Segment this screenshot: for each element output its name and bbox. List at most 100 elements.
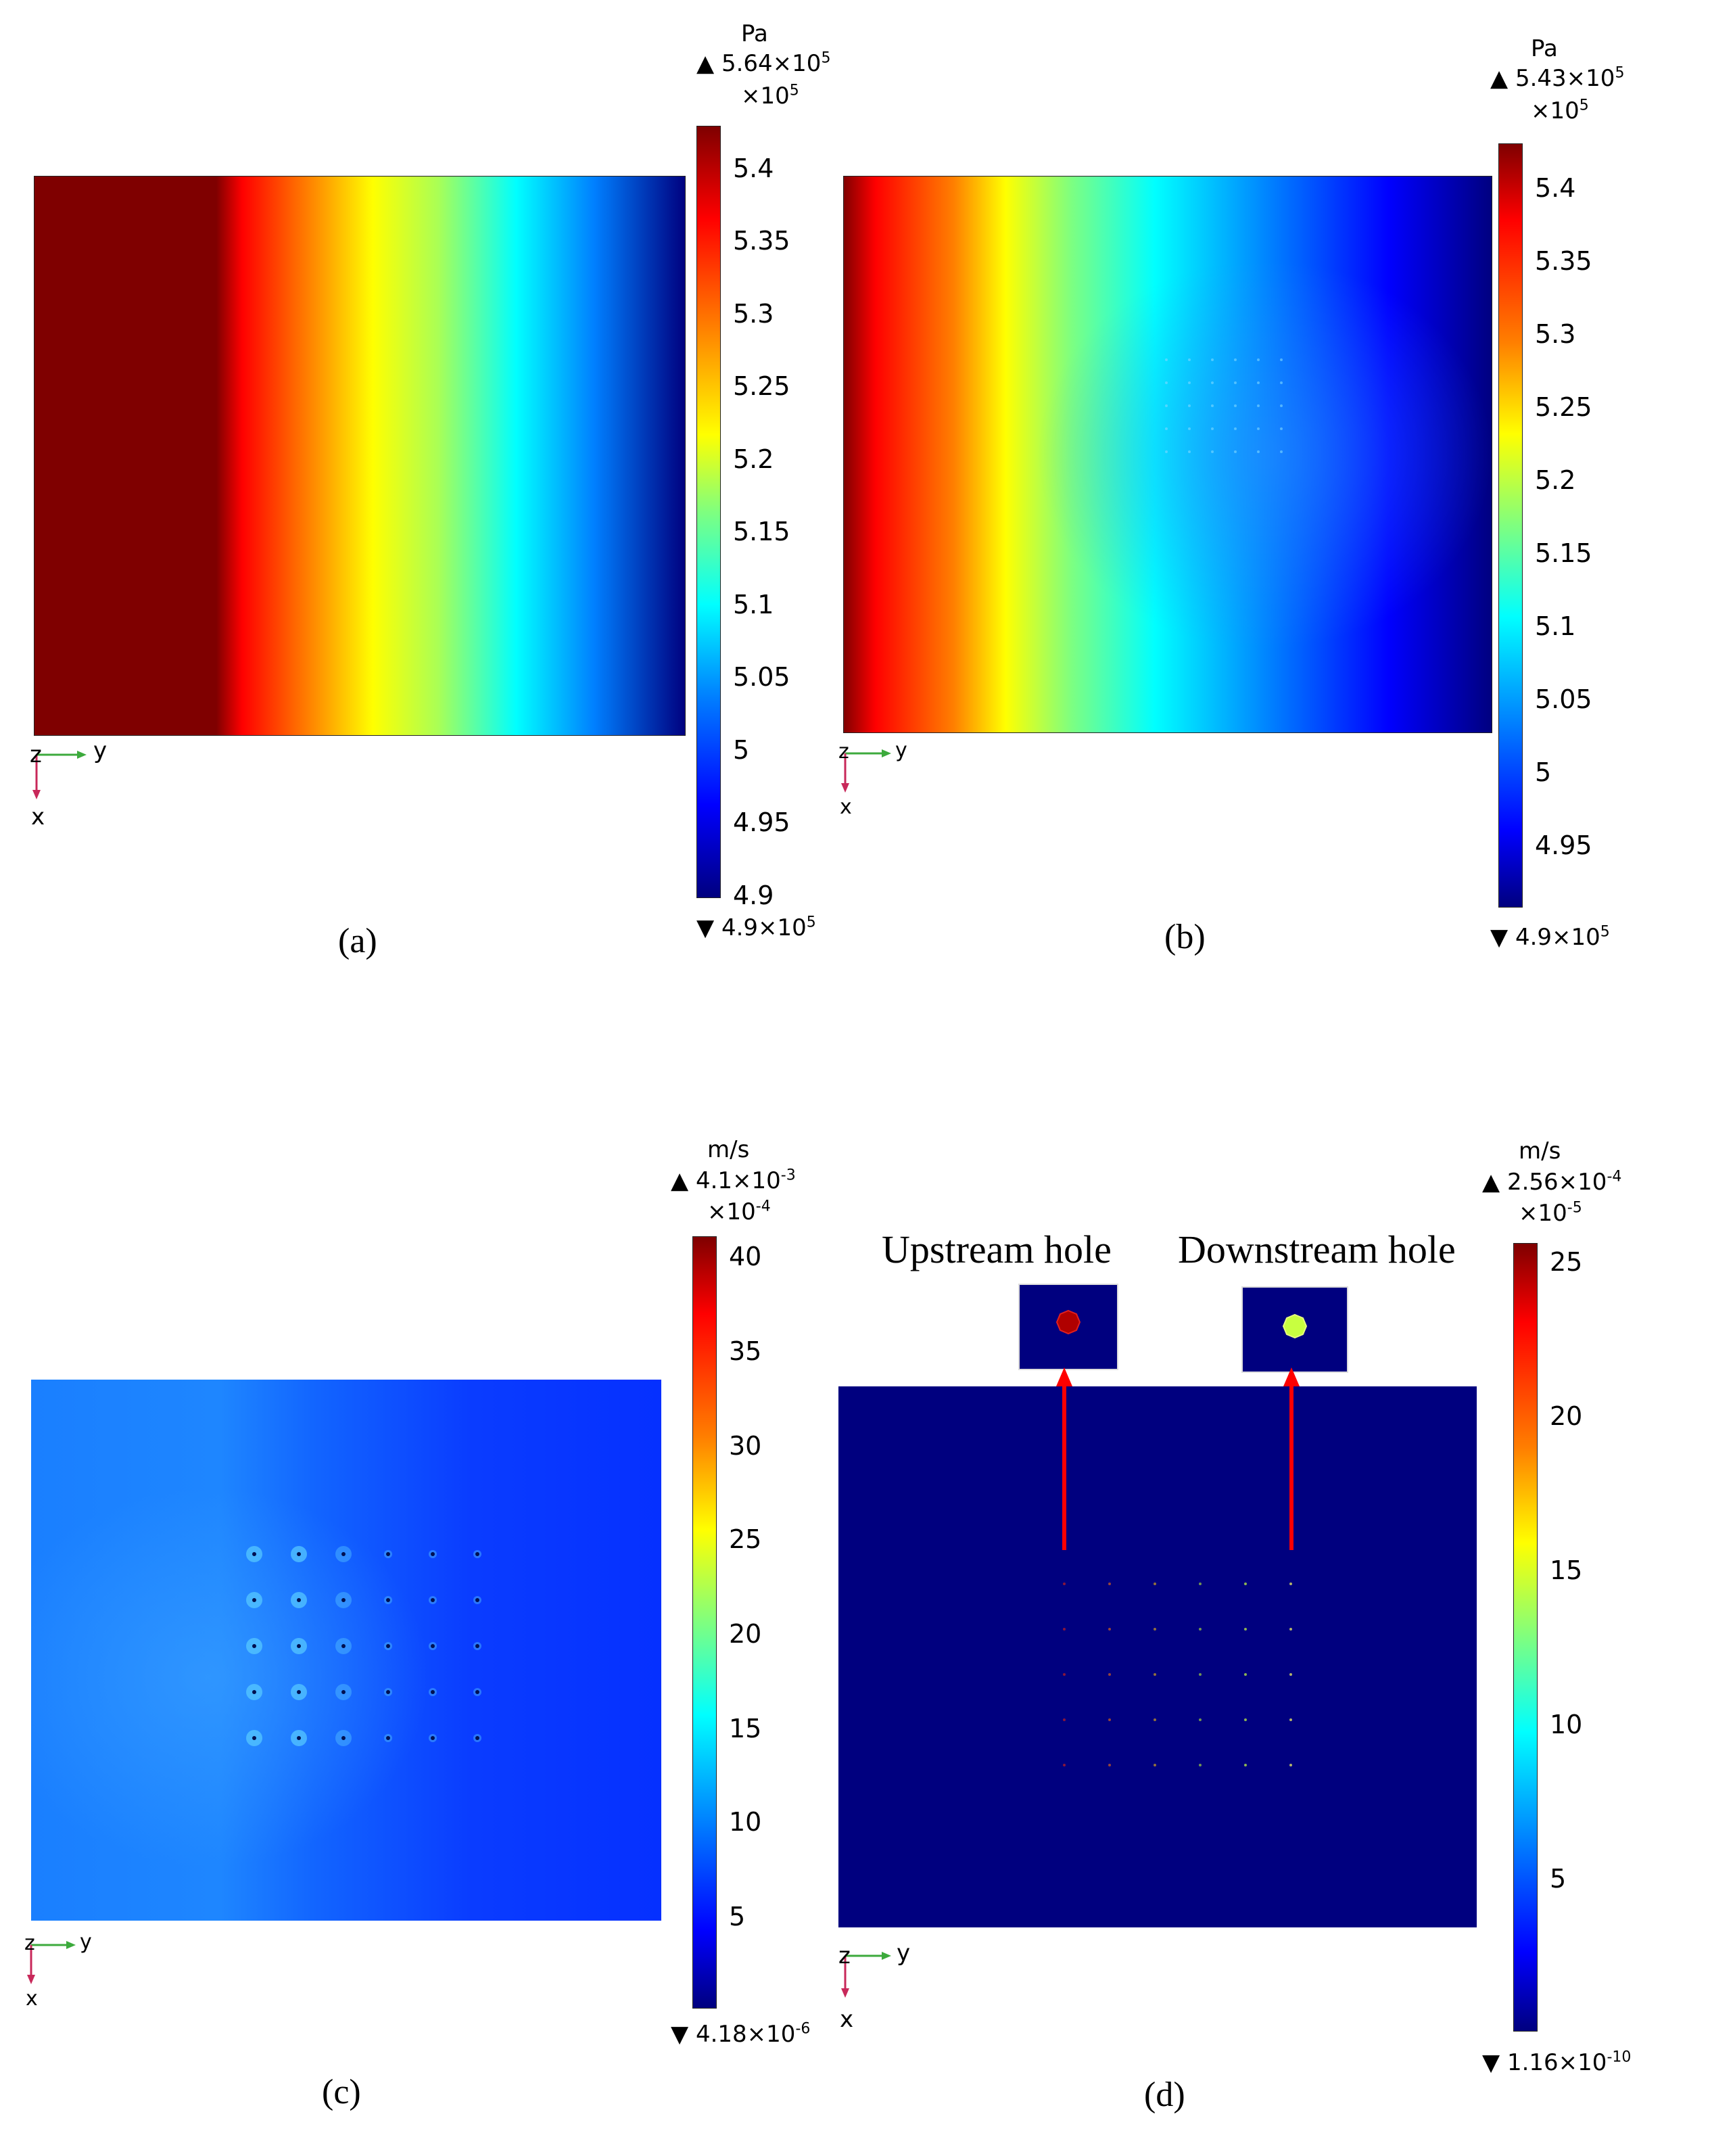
colorbar-min: ▼ 1.16×10-10 <box>1482 2048 1632 2076</box>
pressure-field-a-svg <box>34 176 686 736</box>
pressure-field-plot-a <box>34 176 686 736</box>
hole-marker <box>1257 358 1260 361</box>
colorbar-max: ▲ 5.64×105 <box>696 49 831 77</box>
axis-y-label: y <box>80 1930 92 1954</box>
arrow-up-icon <box>1283 1367 1300 1386</box>
hole-marker <box>1165 381 1168 384</box>
hole-marker <box>1165 358 1168 361</box>
hole-marker <box>1154 1718 1156 1721</box>
hole-marker <box>1199 1583 1202 1585</box>
hole-marker <box>1289 1628 1292 1631</box>
colorbar-max: ▲ 5.43×105 <box>1490 64 1625 92</box>
hole-marker <box>1234 358 1237 361</box>
hole-marker <box>341 1552 346 1556</box>
hole-marker <box>1154 1673 1156 1676</box>
velocity-field-plot-c <box>31 1380 661 1921</box>
panel-a: z y x Pa ▲ 5.64×105 ×105 5.4 5.35 5.3 5.… <box>0 0 852 974</box>
annotation-upstream-hole: Upstream hole <box>882 1227 1112 1271</box>
hole-marker <box>1108 1628 1111 1631</box>
tick-label: 20 <box>729 1619 762 1649</box>
tick-label: 25 <box>729 1524 762 1554</box>
tick-label: 5 <box>1550 1864 1567 1894</box>
hole-marker <box>1280 450 1283 453</box>
tick-label: 5.15 <box>733 517 790 546</box>
hole-marker <box>341 1736 346 1740</box>
min-triangle-icon: ▼ <box>1482 2049 1500 2076</box>
axis-triad-a-arrows <box>32 751 87 799</box>
hole-marker <box>1289 1583 1292 1585</box>
pressure-field-b-svg <box>843 176 1492 733</box>
hole-marker <box>341 1644 346 1648</box>
hole-marker <box>1257 381 1260 384</box>
hole-marker <box>1244 1764 1247 1766</box>
pressure-field-plot-b <box>843 176 1492 733</box>
hole-marker <box>297 1644 301 1648</box>
axis-triad-c-arrows <box>27 1941 76 1984</box>
hole-marker <box>297 1552 301 1556</box>
tick-label: 5.35 <box>733 226 790 256</box>
hole-marker <box>386 1552 390 1556</box>
hole-marker <box>252 1598 256 1602</box>
hole-marker <box>1211 427 1214 430</box>
hole-marker <box>1257 450 1260 453</box>
colorbar-gradient <box>696 126 721 898</box>
tick-label: 5.15 <box>1535 538 1592 568</box>
max-triangle-icon: ▲ <box>696 50 715 77</box>
hole-marker <box>252 1644 256 1648</box>
tick-label: 5.05 <box>733 662 790 692</box>
hole-marker <box>1188 427 1191 430</box>
colorbar-max: ▲ 2.56×10-4 <box>1482 1168 1622 1196</box>
hole-marker <box>386 1598 390 1602</box>
hole-marker <box>1244 1628 1247 1631</box>
tick-label: 4.95 <box>1535 830 1592 860</box>
colorbar-ticks: 5.4 5.35 5.3 5.25 5.2 5.15 5.1 5.05 5 4.… <box>1498 143 1674 906</box>
hole-marker <box>431 1598 435 1602</box>
hole-marker <box>1244 1718 1247 1721</box>
colorbar-unit: m/s <box>1519 1138 1561 1165</box>
hole-marker <box>252 1552 256 1556</box>
colorbar-c: m/s ▲ 4.1×10-3 ×10-4 40 35 30 25 20 15 1… <box>671 1136 847 2083</box>
axis-x-label: x <box>840 2006 854 2033</box>
axis-z-label: z <box>838 740 849 764</box>
hole-marker <box>1289 1718 1292 1721</box>
tick-label: 5.2 <box>733 444 774 474</box>
hole-marker <box>252 1690 256 1694</box>
axis-triad-d: z y x <box>838 1936 940 2037</box>
colorbar-ticks: 25 20 15 10 5 <box>1513 1243 1662 2030</box>
tick-label: 5.25 <box>1535 392 1592 422</box>
tick-label: 40 <box>729 1242 762 1271</box>
hole-marker <box>1199 1764 1202 1766</box>
colorbar-b: Pa ▲ 5.43×105 ×105 5.4 5.35 5.3 5.25 5.2… <box>1490 32 1707 966</box>
colorbar-gradient <box>1513 1243 1538 2032</box>
tick-label: 4.9 <box>733 881 774 910</box>
colorbar-multiplier: ×10-5 <box>1519 1199 1582 1227</box>
tick-label: 5 <box>733 735 750 765</box>
tick-label: 5.3 <box>1535 319 1576 349</box>
tick-label: 5.25 <box>733 371 790 401</box>
hole-marker <box>1289 1673 1292 1676</box>
hole-marker <box>475 1736 479 1740</box>
colorbar-gradient <box>1498 143 1523 908</box>
hole-marker <box>475 1690 479 1694</box>
tick-label: 10 <box>1550 1710 1583 1739</box>
min-triangle-icon: ▼ <box>671 2021 689 2048</box>
hole-marker <box>1165 450 1168 453</box>
tick-label: 4.95 <box>733 807 790 837</box>
colorbar-multiplier: ×10-4 <box>707 1198 771 1225</box>
hole-marker <box>431 1644 435 1648</box>
hole-marker <box>1234 427 1237 430</box>
colorbar-unit: Pa <box>1531 35 1558 62</box>
hole-marker <box>1154 1764 1156 1766</box>
tick-label: 5.1 <box>1535 611 1576 641</box>
hole-marker <box>1234 381 1237 384</box>
colorbar-a: Pa ▲ 5.64×105 ×105 5.4 5.35 5.3 5.25 5.2… <box>696 20 852 954</box>
upstream-hole-marker <box>1055 1309 1081 1335</box>
hole-marker <box>1257 427 1260 430</box>
hole-marker <box>1211 450 1214 453</box>
axis-y-label: y <box>897 1940 911 1967</box>
panel-c: z y x m/s ▲ 4.1×10-3 ×10-4 40 35 30 25 2… <box>0 1109 852 2156</box>
hole-marker <box>1165 404 1168 407</box>
tick-label: 35 <box>729 1336 762 1366</box>
panel-b: z y x Pa ▲ 5.43×105 ×105 5.4 5.35 5.3 5.… <box>838 0 1710 974</box>
hole-marker <box>386 1644 390 1648</box>
